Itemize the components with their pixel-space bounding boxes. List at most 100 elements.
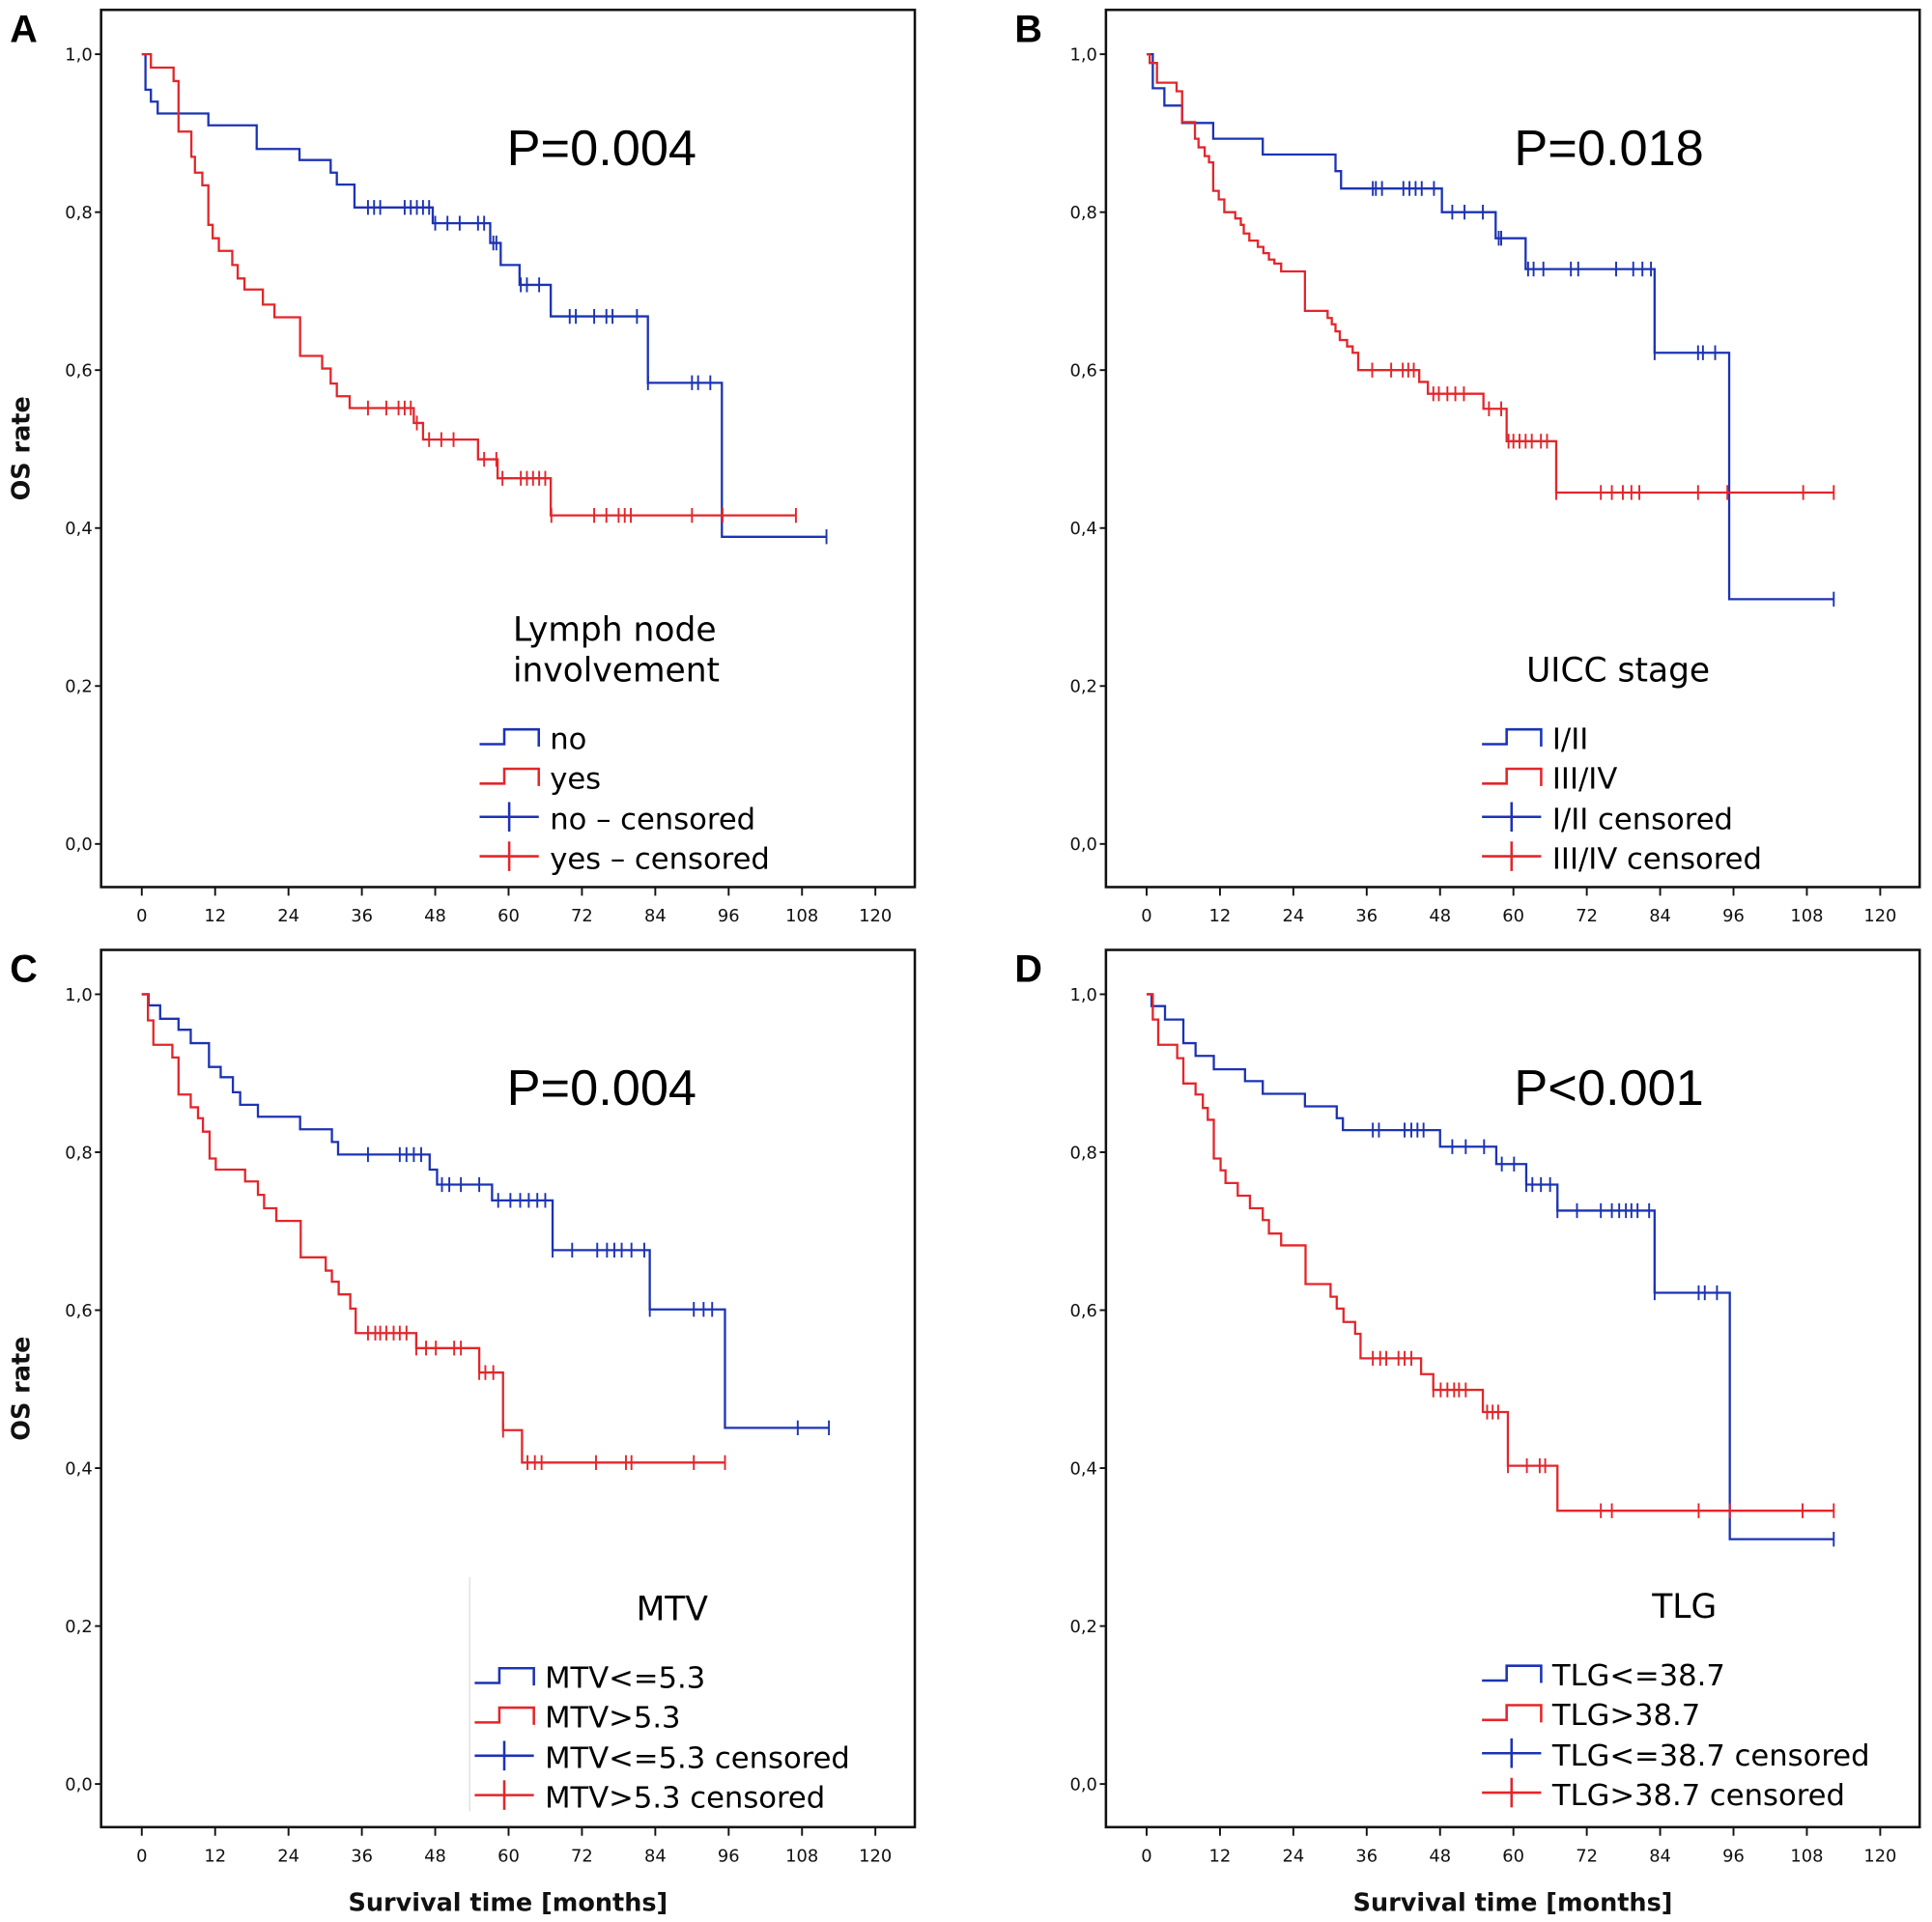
x-tick-label: 72 [571,906,593,926]
y-tick-label: 0,6 [65,1301,92,1321]
legend-item: MTV<=5.3 censored [474,1740,850,1776]
censor-cross-icon [474,1740,534,1771]
y-tick-label: 0,4 [1070,1458,1097,1479]
x-tick-label: 120 [859,906,892,926]
step-line-icon [1482,767,1543,786]
legend-label: I/II [1552,723,1588,757]
x-tick-label: 12 [204,906,226,926]
x-tick-label: 84 [644,1846,667,1866]
legend-item: III/IV censored [1482,841,1762,876]
x-tick-label: 84 [644,906,667,926]
survival-curve-group1 [141,993,830,1429]
y-tick-label: 0,2 [1070,1617,1097,1637]
x-tick-label: 24 [1282,1846,1304,1866]
legend-item: yes [479,762,601,796]
x-axis-label: Survival time [months] [348,1889,668,1918]
legend-label: no – censored [550,804,755,837]
survival-curve-group2 [1146,993,1834,1512]
survival-curve-group2 [141,52,796,517]
step-line-icon [1482,1704,1543,1723]
x-tick-label: 0 [136,906,147,926]
legend-title: Lymph node [513,610,717,649]
legend-label: I/II censored [1552,804,1733,837]
legend-title: MTV [637,1590,709,1628]
x-tick-label: 96 [1722,1846,1745,1866]
legend-label: no [550,723,586,757]
x-tick-label: 24 [1282,906,1304,926]
survival-curve-group1 [1146,993,1834,1540]
y-axis-label: OS rate [8,1337,37,1441]
x-tick-label: 120 [1863,906,1896,926]
x-tick-label: 60 [497,906,520,926]
x-tick-label: 24 [277,906,299,926]
legend-label: III/IV censored [1552,842,1762,876]
step-line-icon [479,767,541,786]
x-tick-label: 12 [204,1846,226,1866]
legend: UICC stage I/II III/IV I/II censored III/IV … [1482,651,1762,876]
legend-title: involvement [513,651,720,690]
x-tick-label: 96 [718,906,740,926]
p-value-annotation: P=0.004 [507,121,696,177]
panel-b: B 0,0 0,2 0,4 0,6 0,8 1,0 0 12 24 36 48 60 72 84 96 108 1… [1014,8,1921,926]
legend-label: TLG<=38.7 [1551,1659,1725,1693]
legend-item: I/II [1482,723,1588,757]
x-tick-label: 84 [1649,906,1671,926]
x-tick-label: 36 [1355,1846,1378,1866]
x-axis-label: Survival time [months] [1353,1889,1673,1918]
panel-label: C [10,948,38,991]
x-tick-label: 96 [718,1846,740,1866]
panel-label: A [10,8,38,50]
x-tick-label: 12 [1209,1846,1232,1866]
x-tick-label: 24 [277,1846,299,1866]
step-line-icon [474,1666,535,1686]
x-tick-label: 12 [1209,906,1232,926]
legend-item: no – censored [479,802,755,837]
y-tick-label: 0,8 [65,1143,92,1163]
step-line-icon [479,727,541,748]
legend-item: III/IV [1482,762,1617,796]
x-tick-label: 0 [136,1846,147,1866]
x-tick-label: 60 [497,1846,520,1866]
y-tick-label: 0,0 [65,1775,92,1795]
legend-item: TLG>38.7 [1482,1699,1700,1733]
x-tick-label: 48 [424,1846,446,1866]
x-tick-label: 48 [424,906,446,926]
panel-label: D [1014,948,1042,991]
x-tick-label: 72 [571,1846,593,1866]
legend-label: MTV<=5.3 censored [545,1742,850,1776]
x-tick-label: 108 [1790,1846,1823,1866]
y-tick-label: 1,0 [1070,985,1097,1005]
legend-label: yes [550,762,601,796]
y-tick-label: 0,2 [1070,677,1097,697]
y-tick-label: 0,4 [1070,519,1097,539]
x-tick-label: 36 [1355,906,1378,926]
legend-item: TLG>38.7 censored [1482,1777,1845,1813]
y-tick-label: 0,4 [65,519,92,539]
panel-a: A 0,0 0,2 0,4 0,6 0,8 1,0 0 12 24 36 48 60 72 84 96 108 1… [8,8,917,926]
y-tick-label: 0,6 [1070,1301,1097,1321]
x-tick-label: 108 [1790,906,1823,926]
legend: MTV MTV<=5.3 MTV>5.3 MTV<=5.3 censored MTV>5… [474,1590,850,1815]
legend-label: MTV>5.3 [545,1701,680,1735]
x-tick-label: 48 [1429,906,1451,926]
step-line-icon [1482,1664,1543,1683]
x-tick-label: 84 [1649,1846,1671,1866]
y-tick-label: 0,0 [1070,834,1097,855]
step-line-icon [1482,727,1543,748]
legend-item: I/II censored [1482,802,1733,837]
legend-item: TLG<=38.7 [1482,1659,1725,1693]
survival-curve-group1 [1146,52,1834,601]
x-tick-label: 0 [1141,1846,1151,1866]
survival-curve-group2 [141,993,725,1464]
legend-label: MTV<=5.3 [545,1662,705,1696]
censor-cross-icon [1482,802,1542,833]
censor-cross-icon [479,841,539,871]
y-tick-label: 0,8 [1070,203,1097,223]
censor-cross-icon [479,802,539,833]
legend-item: yes – censored [479,841,770,876]
y-tick-label: 0,2 [65,677,92,697]
survival-curve-group2 [1146,52,1834,495]
y-tick-label: 0,0 [1070,1775,1097,1795]
x-tick-label: 120 [1863,1846,1896,1866]
